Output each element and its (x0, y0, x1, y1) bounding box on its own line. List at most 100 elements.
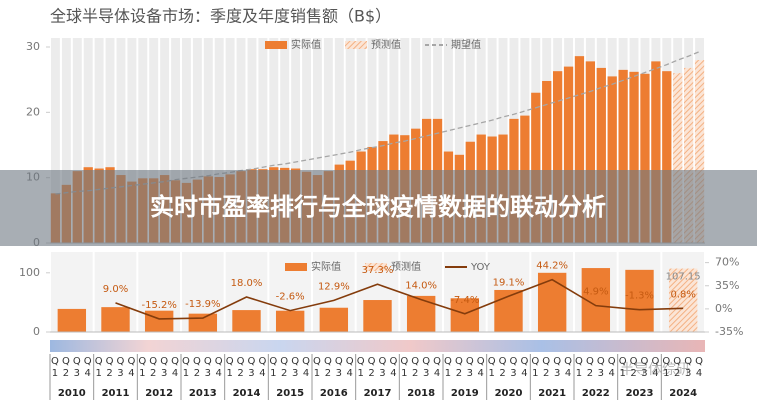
data-label: 107.15 (666, 272, 701, 283)
x-tick-label: Q4 (82, 356, 93, 380)
bar (625, 269, 654, 332)
x-tick-label: Q2 (104, 356, 115, 380)
column-bg (291, 38, 301, 243)
x-tick-label: Q1 (311, 356, 322, 380)
column-bg (345, 38, 355, 243)
x-tick-label: Q1 (93, 356, 104, 380)
column-bg (51, 38, 60, 243)
legend-swatch (285, 263, 307, 271)
x-tick-label: Q2 (541, 356, 552, 380)
x-tick-label: Q3 (595, 356, 606, 380)
x-tick-label: Q2 (148, 356, 159, 380)
column-bg (61, 38, 71, 243)
data-label: -13.9% (185, 299, 220, 310)
column-bg (323, 38, 333, 243)
column-bg (334, 38, 344, 243)
data-label: 19.1% (493, 277, 525, 288)
bar (563, 66, 574, 243)
bar (694, 60, 705, 243)
column-bg (203, 38, 213, 243)
data-label: 12.9% (318, 281, 350, 292)
x-tick-label: Q4 (432, 356, 443, 380)
x-group-label: 2011 (102, 388, 130, 399)
bar (275, 310, 305, 332)
x-tick-label: Q2 (366, 356, 377, 380)
bar (683, 67, 694, 243)
data-label: 0.8% (670, 289, 695, 300)
x-tick-label: Q1 (661, 356, 672, 380)
chart-title: 全球半导体设备市场：季度及年度销售额（B$） (50, 7, 391, 26)
x-tick-label: Q4 (213, 356, 224, 380)
x-tick-label: Q3 (377, 356, 388, 380)
column-bg (247, 38, 257, 243)
x-tick-label: Q1 (268, 356, 279, 380)
x-group-label: 2019 (451, 388, 479, 399)
x-tick-label: Q2 (672, 356, 683, 380)
x-tick-label: Q4 (475, 356, 486, 380)
column-bg (149, 38, 159, 243)
x-group-label: 2012 (145, 388, 173, 399)
x-tick-label: Q4 (606, 356, 617, 380)
column-bg (94, 38, 104, 243)
legend-label: 预测值 (391, 260, 421, 273)
bar (618, 69, 628, 243)
x-group-label: 2023 (626, 388, 654, 399)
bar (596, 67, 606, 243)
x-group-label: 2022 (582, 388, 610, 399)
data-label: -1.3% (625, 291, 654, 302)
bar (101, 307, 130, 332)
x-tick-label: Q2 (191, 356, 202, 380)
bar (57, 308, 87, 332)
bar (319, 307, 349, 332)
column-bg (160, 38, 170, 243)
x-tick-label: Q4 (563, 356, 574, 380)
bar (574, 56, 585, 243)
column-bg (356, 38, 366, 243)
y2-tick-label: 70% (715, 256, 739, 269)
legend-label: YOY (470, 262, 491, 273)
legend-swatch (345, 41, 367, 49)
column-bg (171, 38, 180, 243)
x-tick-label: Q4 (519, 356, 530, 380)
line (115, 278, 684, 320)
bar (542, 80, 552, 244)
y2-tick-label: 0% (715, 302, 732, 315)
x-tick-label: Q3 (552, 356, 563, 380)
column-bg (258, 38, 268, 243)
column-bg (454, 38, 464, 243)
column-bg (280, 38, 290, 243)
x-tick-label: Q4 (344, 356, 355, 380)
x-tick-label: Q4 (170, 356, 181, 380)
x-tick-label: Q1 (224, 356, 235, 380)
data-label: 14.0% (405, 281, 437, 292)
x-group-label: 2021 (538, 388, 566, 399)
column-bg (116, 38, 126, 243)
column-bg (192, 38, 202, 243)
column-bg (214, 38, 224, 243)
x-group-label: 2015 (276, 388, 304, 399)
bar (531, 92, 541, 243)
watermark: 半导体综研 (620, 362, 690, 378)
x-tick-label: Q3 (421, 356, 432, 380)
data-label: -15.2% (141, 300, 176, 311)
x-group-label: 2018 (407, 388, 435, 399)
bar (450, 298, 480, 332)
x-tick-label: Q2 (279, 356, 290, 380)
heat-strip (50, 340, 705, 352)
column-bg (127, 38, 137, 243)
column-bg (236, 38, 246, 243)
x-tick-label: Q4 (257, 356, 268, 380)
x-tick-label: Q1 (486, 356, 497, 380)
column-bg (313, 38, 322, 243)
legend-label: 预测值 (371, 38, 401, 51)
x-tick-label: Q2 (453, 356, 464, 380)
y-tick-label: 100 (19, 266, 40, 279)
bar (640, 73, 650, 243)
plots: 0102030实际值预测值期望值Q1Q2Q3Q4Q1Q2Q3Q4Q1Q2Q3Q4… (19, 38, 743, 400)
bar (144, 310, 174, 332)
bar (651, 61, 661, 243)
x-tick-label: Q3 (159, 356, 170, 380)
column-bg (138, 38, 148, 243)
x-tick-label: Q1 (442, 356, 453, 380)
